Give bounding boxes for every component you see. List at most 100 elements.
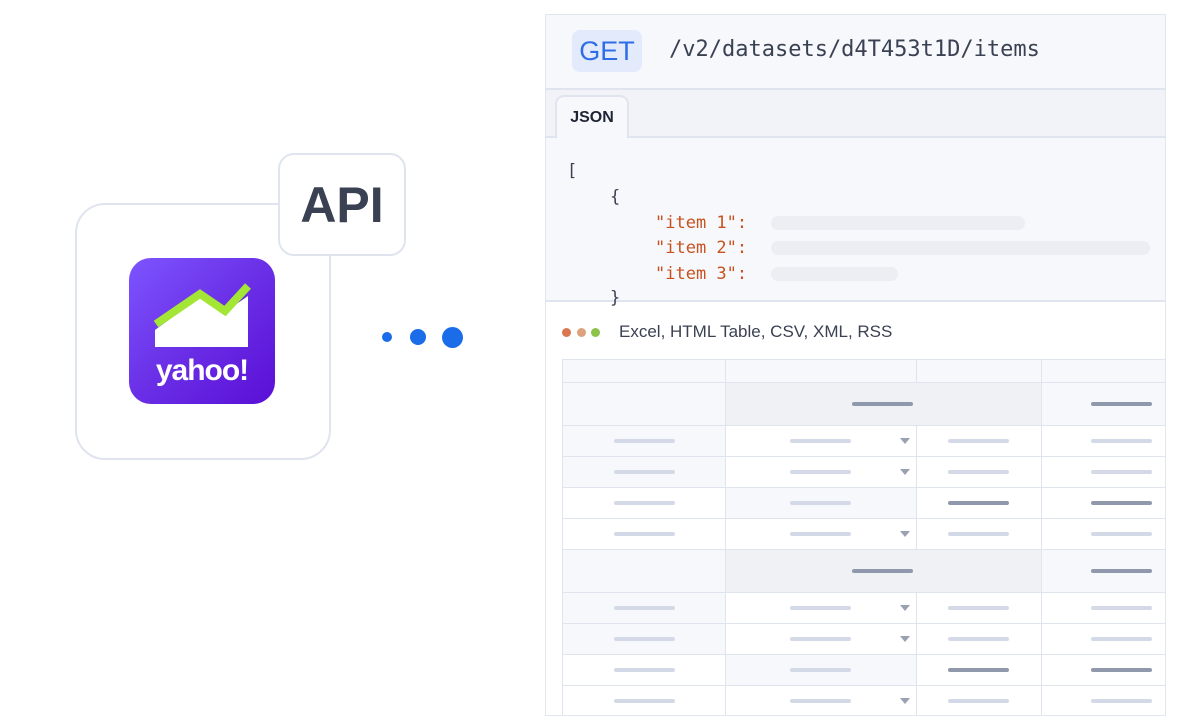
table-cell [1041, 487, 1165, 519]
tab-json[interactable]: JSON [555, 95, 629, 139]
endpoint-path: /v2/datasets/d4T453t1D/items [669, 37, 1040, 62]
cell-value-placeholder [614, 470, 675, 474]
table-cell [562, 518, 726, 550]
cell-value-placeholder [1091, 402, 1152, 406]
status-dot [591, 328, 600, 337]
json-preview: [ { "item 1": "item 2": "item 3": } [546, 138, 1165, 308]
table-row [562, 592, 1165, 624]
cell-value-placeholder [790, 470, 851, 474]
table-cell [916, 359, 1042, 383]
cell-value-placeholder [790, 606, 851, 610]
cell-value-placeholder [614, 637, 675, 641]
table-cell [725, 487, 917, 519]
cell-value-placeholder [948, 501, 1009, 505]
connector-dot [410, 329, 426, 345]
cell-value-placeholder [1091, 501, 1152, 505]
table-row [562, 654, 1165, 686]
table-cell [916, 425, 1042, 457]
table-cell [562, 359, 726, 383]
table-row [562, 456, 1165, 488]
tab-strip: JSON [546, 90, 1165, 139]
cell-value-placeholder [1091, 637, 1152, 641]
table-cell [1041, 592, 1165, 624]
cell-value-placeholder [790, 668, 851, 672]
table-cell [725, 359, 917, 383]
cell-value-placeholder [852, 569, 913, 573]
table-cell [916, 456, 1042, 488]
dropdown-arrow-icon[interactable] [900, 698, 910, 704]
dropdown-arrow-icon[interactable] [900, 605, 910, 611]
table-cell [725, 623, 917, 655]
table-cell [1041, 685, 1165, 715]
dropdown-arrow-icon[interactable] [900, 636, 910, 642]
cell-value-placeholder [614, 668, 675, 672]
yahoo-wordmark: yahoo! [155, 354, 249, 387]
cell-value-placeholder [948, 532, 1009, 536]
table-cell [562, 549, 726, 593]
table-row [562, 425, 1165, 457]
cell-value-placeholder [614, 532, 675, 536]
table-cell [916, 685, 1042, 715]
table-row [562, 685, 1165, 715]
data-table [562, 359, 1165, 715]
table-cell [725, 654, 917, 686]
value-placeholder [771, 241, 1150, 255]
dropdown-arrow-icon[interactable] [900, 469, 910, 475]
cell-value-placeholder [948, 637, 1009, 641]
table-row [562, 487, 1165, 519]
table-cell [1041, 382, 1165, 426]
table-cell [562, 623, 726, 655]
table-cell [562, 382, 726, 426]
cell-value-placeholder [790, 501, 851, 505]
formats-label: Excel, HTML Table, CSV, XML, RSS [619, 322, 893, 341]
cell-value-placeholder [614, 501, 675, 505]
request-bar: GET /v2/datasets/d4T453t1D/items [546, 15, 1165, 90]
table-cell [916, 487, 1042, 519]
table-cell [916, 623, 1042, 655]
table-cell [1041, 623, 1165, 655]
json-close-brace: } [610, 288, 621, 308]
connector-dot [442, 327, 463, 348]
table-cell [1041, 359, 1165, 383]
cell-value-placeholder [948, 606, 1009, 610]
table-cell [725, 382, 1042, 426]
cell-value-placeholder [790, 637, 851, 641]
table-cell [725, 549, 1042, 593]
table-cell [916, 654, 1042, 686]
cell-value-placeholder [948, 699, 1009, 703]
table-cell [916, 518, 1042, 550]
cell-value-placeholder [614, 606, 675, 610]
value-placeholder [771, 267, 898, 281]
cell-value-placeholder [790, 439, 851, 443]
cell-value-placeholder [948, 668, 1009, 672]
table-cell [725, 456, 917, 488]
table-row [562, 518, 1165, 550]
cell-value-placeholder [1091, 532, 1152, 536]
table-cell [725, 685, 917, 715]
table-cell [562, 654, 726, 686]
dropdown-arrow-icon[interactable] [900, 438, 910, 444]
table-cell [916, 592, 1042, 624]
cell-value-placeholder [1091, 439, 1152, 443]
cell-value-placeholder [948, 470, 1009, 474]
status-dot [562, 328, 571, 337]
table-cell [562, 685, 726, 715]
cell-value-placeholder [614, 699, 675, 703]
table-cell [1041, 549, 1165, 593]
dropdown-arrow-icon[interactable] [900, 531, 910, 537]
yahoo-finance-logo: yahoo! [129, 258, 275, 404]
cell-value-placeholder [614, 439, 675, 443]
json-key: "item 3": [655, 264, 748, 284]
cell-value-placeholder [948, 439, 1009, 443]
table-cell [562, 592, 726, 624]
value-placeholder [771, 216, 1025, 230]
table-cell [1041, 456, 1165, 488]
table-cell [725, 425, 917, 457]
cell-value-placeholder [1091, 606, 1152, 610]
table-cell [562, 425, 726, 457]
table-cell [562, 487, 726, 519]
json-key: "item 2": [655, 238, 748, 258]
cell-value-placeholder [1091, 699, 1152, 703]
cell-value-placeholder [1091, 668, 1152, 672]
table-cell [725, 592, 917, 624]
